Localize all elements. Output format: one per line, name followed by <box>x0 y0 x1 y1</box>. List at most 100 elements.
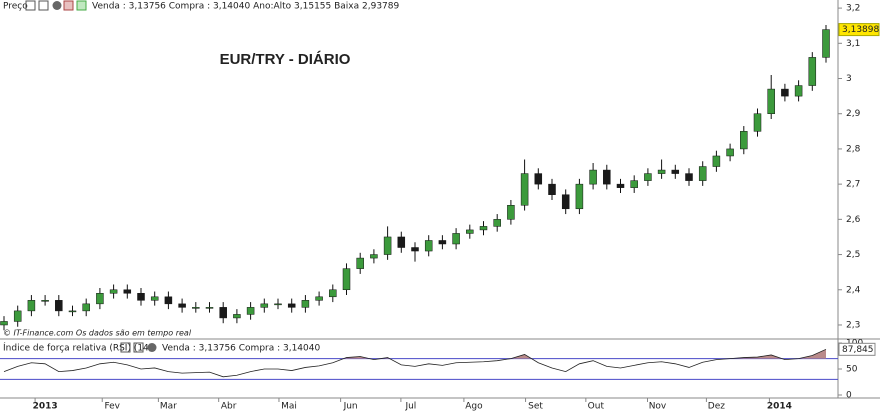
candle-body <box>137 293 145 301</box>
candle-body <box>329 289 337 298</box>
candle-body <box>55 300 63 312</box>
candle-body <box>0 321 8 326</box>
y-tick-label: 3,1 <box>846 39 860 49</box>
x-tick-label: Mar <box>160 402 177 412</box>
candle-body <box>96 293 104 305</box>
x-tick-label: Jul <box>404 402 416 412</box>
rsi-line <box>3 348 827 378</box>
y-tick-label: 2,8 <box>846 144 861 154</box>
candle-body <box>479 226 488 231</box>
y-tick-label: 2,6 <box>846 215 861 225</box>
candle-body <box>657 169 666 174</box>
candle-body <box>616 183 625 188</box>
candle-body <box>411 247 419 252</box>
x-tick-label: Nov <box>649 402 667 412</box>
candle-body <box>219 307 227 319</box>
x-tick-label: Jun <box>343 402 358 412</box>
candle-body <box>82 303 90 312</box>
x-tick-label: Set <box>528 402 543 412</box>
candle-body <box>740 131 748 150</box>
candle-body <box>520 173 529 206</box>
candle-body <box>589 169 597 185</box>
panel-label: Preço <box>3 2 28 12</box>
candle-body <box>424 240 433 252</box>
candle-body <box>561 194 570 210</box>
candle-body <box>383 236 392 255</box>
x-tick-label: 2013 <box>33 402 58 412</box>
y-tick-label: 50 <box>846 365 858 375</box>
x-tick-label: Mai <box>281 402 297 412</box>
candle-body <box>466 229 474 234</box>
candle-body <box>260 303 269 308</box>
y-tick-label: 2,7 <box>846 180 860 190</box>
candle-body <box>603 169 611 185</box>
candle-body <box>575 183 584 210</box>
candle-body <box>726 148 734 157</box>
rsi-title: Índice de força relativa (RSI) (14) <box>3 342 152 354</box>
candle-body <box>205 307 214 309</box>
candle-body <box>452 233 460 245</box>
candle-body <box>13 310 22 322</box>
y-tick-label: 3,2 <box>846 4 860 14</box>
candle-body <box>698 166 707 181</box>
candle-body <box>109 289 118 294</box>
rsi-icons <box>120 342 157 353</box>
candle-body <box>370 254 378 259</box>
candle-body <box>808 57 817 86</box>
candle-body <box>507 205 515 220</box>
y-tick-label: 0 <box>846 391 852 401</box>
candle-body <box>548 183 556 195</box>
y-tick-label: 2,3 <box>846 320 860 330</box>
candle-body <box>342 268 351 291</box>
last-price-label: 3,13898 <box>842 25 879 35</box>
candle-body <box>397 236 406 248</box>
x-tick-label: Fev <box>104 402 120 412</box>
last-rsi-box <box>838 342 876 356</box>
candle-body <box>685 173 693 181</box>
candle-body <box>534 173 543 185</box>
x-tick-label: Ago <box>465 402 483 412</box>
candle-body <box>644 173 652 181</box>
candle-body <box>753 113 762 132</box>
candle-body <box>287 303 296 308</box>
x-tick-label: Abr <box>221 402 237 412</box>
last-price-box <box>838 23 880 37</box>
candle-body <box>315 296 323 301</box>
candle-body <box>767 88 775 114</box>
candle-body <box>493 219 501 227</box>
candle-body <box>123 289 132 294</box>
candle-body <box>41 300 49 302</box>
footer: © IT-Finance.com Os dados são em tempo r… <box>3 329 192 338</box>
y-tick-label: 2,4 <box>846 285 861 295</box>
candle-body <box>246 307 255 315</box>
candle-body <box>178 303 186 308</box>
x-tick-label: 2014 <box>767 402 792 412</box>
rsi-quote: Venda : 3,13756 Compra : 3,14040 <box>162 344 320 354</box>
toolbar-icons <box>25 0 87 11</box>
candle-body <box>438 240 447 245</box>
quote: Venda : 3,13756 Compra : 3,14040 Ano:Alt… <box>92 2 399 12</box>
candle-body <box>301 300 310 308</box>
candle-body <box>192 307 200 309</box>
candle-body <box>630 180 638 188</box>
candle-body <box>27 300 36 312</box>
last-rsi-label: 87,845 <box>842 345 874 355</box>
candle-body <box>356 257 364 269</box>
candle-body <box>712 155 721 167</box>
candle-body <box>164 296 173 305</box>
chart-title: EUR/TRY - DIÁRIO <box>220 51 351 68</box>
y-tick-label: 2,9 <box>846 109 861 119</box>
candle-body <box>150 296 159 301</box>
x-tick-label: Dez <box>708 402 725 412</box>
y-tick-label: 3 <box>846 74 852 84</box>
candle-body <box>274 303 282 306</box>
candle-body <box>671 169 680 174</box>
candle-body <box>794 85 803 97</box>
candle-body <box>781 88 789 97</box>
candle-body <box>822 29 830 58</box>
y-tick-label: 2,5 <box>846 250 860 260</box>
candle-body <box>233 314 241 319</box>
